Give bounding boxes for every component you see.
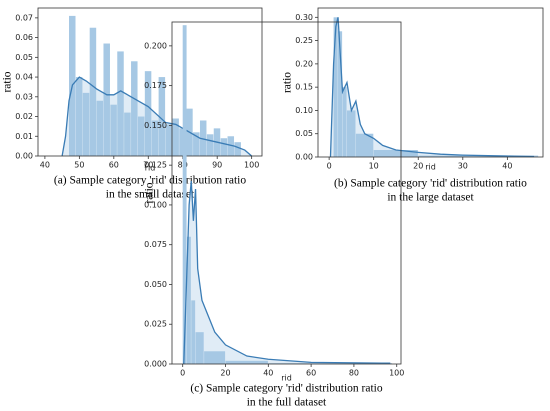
- y-tick-label: 0.125: [144, 161, 167, 170]
- y-tick-label: 0.100: [144, 200, 167, 209]
- y-axis-label: ratio: [144, 182, 156, 203]
- y-tick-label: 0.05: [295, 129, 313, 138]
- bar: [82, 92, 90, 156]
- x-tick-label: 40: [40, 161, 50, 170]
- y-tick-label: 0.07: [15, 13, 33, 22]
- caption: in the small dataset: [106, 189, 195, 201]
- y-tick-label: 0.01: [15, 132, 33, 141]
- bar: [151, 120, 159, 156]
- bar: [131, 61, 138, 156]
- y-axis-label: ratio: [2, 71, 14, 92]
- bar: [225, 360, 268, 364]
- y-tick-label: 0.05: [15, 53, 33, 62]
- plot-frame: [37, 7, 263, 157]
- x-tick-label: 0: [180, 369, 185, 378]
- kde-area: [330, 17, 535, 157]
- x-tick-label: 60: [306, 369, 316, 378]
- y-tick-label: 0.025: [144, 320, 167, 329]
- x-tick-label: 40: [502, 162, 512, 171]
- x-axis-label: rid: [145, 164, 156, 173]
- x-tick-label: 70: [143, 161, 153, 170]
- y-tick-label: 0.00: [295, 153, 313, 162]
- y-tick-label: 0.10: [295, 106, 313, 115]
- x-tick-label: 50: [74, 161, 84, 170]
- bar: [75, 77, 83, 156]
- bar: [137, 116, 145, 156]
- x-tick-label: 90: [212, 161, 222, 170]
- y-tick-label: 0.20: [295, 59, 313, 68]
- bar: [193, 132, 200, 156]
- x-axis-label: rid: [425, 163, 436, 172]
- y-tick-label: 0.000: [144, 360, 167, 369]
- bar: [373, 150, 418, 157]
- y-tick-label: 0.00: [15, 152, 33, 161]
- bar: [182, 25, 187, 364]
- plot-frame: [317, 7, 544, 158]
- bar: [179, 128, 186, 156]
- kde-line: [61, 76, 253, 157]
- bar: [117, 51, 124, 157]
- caption: in the large dataset: [387, 192, 474, 204]
- bar: [195, 332, 204, 364]
- bar: [191, 300, 196, 364]
- bar: [338, 31, 343, 157]
- bar: [346, 110, 356, 157]
- x-tick-label: 0: [327, 162, 332, 171]
- bar: [96, 100, 104, 156]
- plot-frame: [171, 21, 402, 365]
- bar: [204, 351, 226, 364]
- kde-line: [329, 17, 535, 158]
- y-tick-label: 0.02: [15, 112, 33, 121]
- bar: [89, 27, 97, 156]
- y-tick-label: 0.175: [144, 81, 167, 90]
- y-axis-label: ratio: [282, 72, 294, 93]
- y-tick-label: 0.15: [295, 83, 313, 92]
- bar: [227, 136, 235, 156]
- bar: [144, 71, 152, 156]
- y-tick-label: 0.150: [144, 121, 167, 130]
- x-tick-label: 40: [263, 369, 273, 378]
- kde-area: [62, 77, 252, 156]
- x-tick-label: 20: [413, 162, 423, 171]
- caption: (c) Sample category 'rid' distribution r…: [190, 383, 382, 395]
- y-tick-label: 0.050: [144, 280, 167, 289]
- bar: [158, 77, 166, 156]
- bar: [220, 138, 228, 156]
- kde-line: [183, 181, 391, 365]
- caption: (a) Sample category 'rid' distribution r…: [54, 175, 246, 187]
- y-tick-label: 0.03: [15, 92, 33, 101]
- caption: in the full dataset: [247, 397, 327, 409]
- bar: [418, 155, 539, 157]
- bar: [206, 134, 214, 156]
- bar: [234, 142, 241, 156]
- x-tick-label: 100: [244, 161, 259, 170]
- bar: [355, 133, 374, 157]
- x-tick-label: 80: [349, 369, 359, 378]
- bar: [172, 118, 179, 156]
- y-tick-label: 0.06: [15, 33, 33, 42]
- kde-area: [183, 181, 391, 364]
- bar: [186, 236, 191, 364]
- x-tick-label: 60: [109, 161, 119, 170]
- y-tick-label: 0.200: [144, 41, 167, 50]
- bar: [103, 43, 110, 156]
- y-tick-label: 0.04: [15, 73, 33, 82]
- caption: (b) Sample category 'rid' distribution r…: [334, 178, 527, 190]
- x-tick-label: 100: [389, 369, 404, 378]
- bar: [124, 112, 131, 156]
- x-axis-label: rid: [281, 374, 292, 383]
- bar: [342, 87, 347, 157]
- x-tick-label: 10: [369, 162, 379, 171]
- bar: [199, 120, 207, 156]
- bar: [110, 104, 117, 156]
- y-tick-label: 0.25: [295, 36, 313, 45]
- y-tick-label: 0.30: [295, 13, 313, 22]
- x-tick-label: 30: [458, 162, 468, 171]
- bar: [165, 124, 172, 156]
- x-tick-label: 20: [220, 369, 230, 378]
- bar: [333, 17, 338, 157]
- y-tick-label: 0.075: [144, 240, 167, 249]
